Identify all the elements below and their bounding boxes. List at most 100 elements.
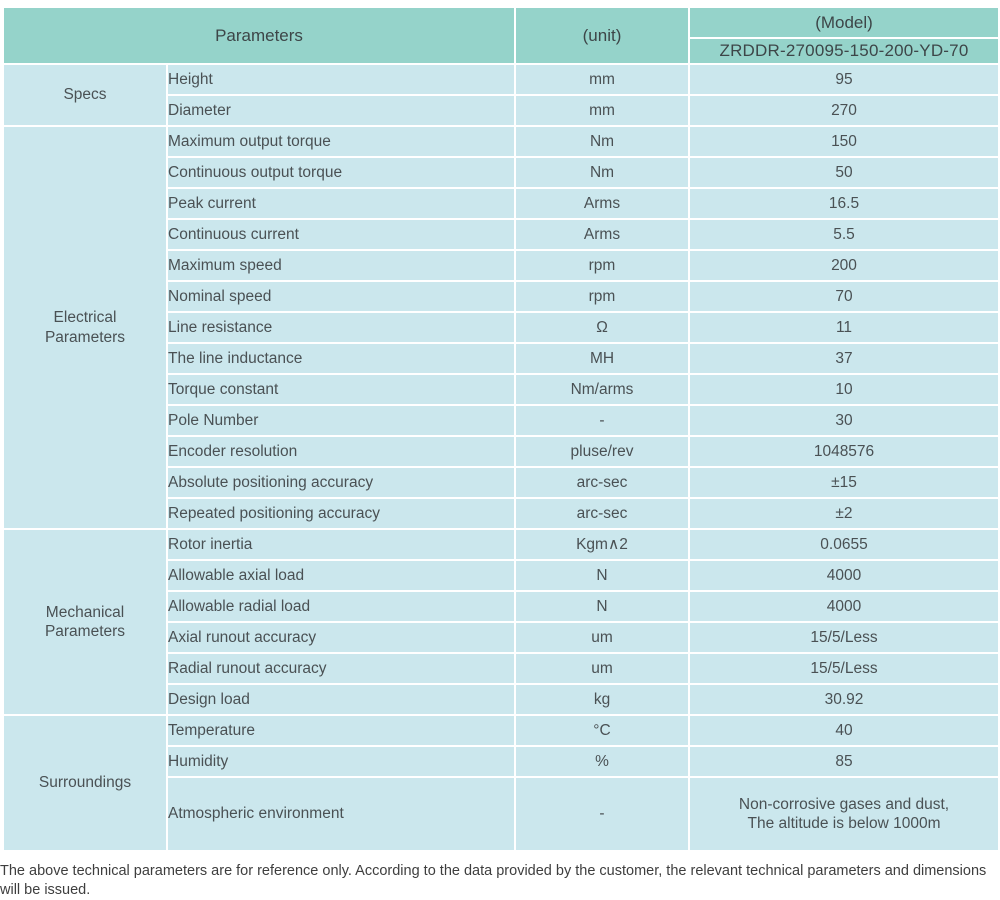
header-row-model: ZRDDR-270095-150-200-YD-70: [3, 37, 1000, 65]
cell-value: 5.5: [688, 218, 1000, 251]
section-label: Mechanical Parameters: [2, 528, 168, 716]
table-row: Continuous current Arms 5.5: [3, 218, 1000, 251]
cell-name: Pole Number: [166, 404, 516, 437]
cell-value: 16.5: [688, 187, 1000, 220]
model-header: (Model): [688, 6, 1000, 39]
cell-value: 270: [688, 94, 1000, 127]
cell-unit: arc-sec: [514, 466, 690, 499]
cell-unit: N: [514, 559, 690, 592]
table-row: Maximum speed rpm 200: [3, 249, 1000, 282]
table-row: Absolute positioning accuracy arc-sec ±15: [3, 466, 1000, 499]
model-number: ZRDDR-270095-150-200-YD-70: [688, 37, 1000, 65]
parameters-header: Parameters: [2, 6, 516, 65]
cell-name: Maximum speed: [166, 249, 516, 282]
table-row: Allowable axial load N 4000: [3, 559, 1000, 592]
table-row: Torque constant Nm/arms 10: [3, 373, 1000, 406]
cell-name: Torque constant: [166, 373, 516, 406]
header-row-top: Parameters (unit) (Model): [2, 6, 1000, 65]
cell-name: Repeated positioning accuracy: [166, 497, 516, 530]
cell-value: 15/5/Less: [688, 621, 1000, 654]
cell-unit: um: [514, 621, 690, 654]
cell-unit: Arms: [514, 187, 690, 220]
section-label: Specs: [2, 63, 168, 127]
section-label: Surroundings: [2, 714, 168, 852]
cell-value: 30: [688, 404, 1000, 437]
table-row: Repeated positioning accuracy arc-sec ±2: [3, 497, 1000, 530]
cell-unit: rpm: [514, 249, 690, 282]
table-row: Electrical Parameters Maximum output torq…: [2, 125, 1000, 530]
section-label: Electrical Parameters: [2, 125, 168, 530]
cell-value: 10: [688, 373, 1000, 406]
cell-name: Temperature: [166, 714, 516, 747]
table-row: Atmospheric environment - Non-corrosive ga…: [3, 776, 1000, 852]
cell-unit: Nm: [514, 125, 690, 158]
cell-unit: -: [514, 776, 690, 852]
cell-name: Height: [166, 63, 516, 96]
cell-value: 50: [688, 156, 1000, 189]
cell-name: Continuous current: [166, 218, 516, 251]
cell-name: Peak current: [166, 187, 516, 220]
cell-value: 200: [688, 249, 1000, 282]
table-row: Encoder resolution pluse/rev 1048576: [3, 435, 1000, 468]
cell-unit: mm: [514, 94, 690, 127]
cell-unit: N: [514, 590, 690, 623]
cell-name: Encoder resolution: [166, 435, 516, 468]
table-row: Design load kg 30.92: [3, 683, 1000, 716]
table-row: Nominal speed rpm 70: [3, 280, 1000, 313]
cell-value: 70: [688, 280, 1000, 313]
cell-name: Rotor inertia: [166, 528, 516, 561]
cell-name: Continuous output torque: [166, 156, 516, 189]
table-row: Line resistance Ω 11: [3, 311, 1000, 344]
cell-unit: mm: [514, 63, 690, 96]
cell-unit: -: [514, 404, 690, 437]
table-row: Axial runout accuracy um 15/5/Less: [3, 621, 1000, 654]
cell-value: 11: [688, 311, 1000, 344]
cell-name: Line resistance: [166, 311, 516, 344]
cell-name: Nominal speed: [166, 280, 516, 313]
cell-value: 37: [688, 342, 1000, 375]
table-row: Humidity% 85: [3, 745, 1000, 778]
cell-value: 4000: [688, 590, 1000, 623]
spec-table-body: Specs Height mm 95 Diameter mm 270 Electrical P…: [2, 63, 1000, 852]
page: Parameters (unit) (Model) ZRDDR-270095-1…: [2, 6, 1000, 852]
cell-value: 0.0655: [688, 528, 1000, 561]
cell-unit: Nm/arms: [514, 373, 690, 406]
cell-unit: Nm: [514, 156, 690, 189]
cell-unit: %: [514, 745, 690, 778]
table-row: The line inductance MH 37: [3, 342, 1000, 375]
table-row: Specs Height mm 95: [2, 63, 1000, 127]
cell-value: Non-corrosive gases and dust, The altitu…: [688, 776, 1000, 852]
cell-unit: Ω: [514, 311, 690, 344]
cell-unit: Arms: [514, 218, 690, 251]
spec-table: Parameters (unit) (Model) ZRDDR-270095-1…: [2, 6, 1000, 852]
cell-unit: pluse/rev: [514, 435, 690, 468]
cell-name: Axial runout accuracy: [166, 621, 516, 654]
cell-name: Absolute positioning accuracy: [166, 466, 516, 499]
cell-value: 85: [688, 745, 1000, 778]
cell-name: Humidity: [166, 745, 516, 778]
cell-value: 95: [688, 63, 1000, 96]
table-header: Parameters (unit) (Model) ZRDDR-270095-1…: [2, 6, 1000, 65]
cell-value: 1048576: [688, 435, 1000, 468]
table-row: Allowable radial load N 4000: [3, 590, 1000, 623]
cell-name: Allowable radial load: [166, 590, 516, 623]
footer-note: The above technical parameters are for r…: [0, 863, 987, 898]
cell-unit: MH: [514, 342, 690, 375]
cell-value: 150: [688, 125, 1000, 158]
cell-name: Diameter: [166, 94, 516, 127]
table-row: Mechanical Parameters Rotor inertia Kgm∧2 0…: [2, 528, 1000, 716]
cell-value: ±2: [688, 497, 1000, 530]
cell-value: 15/5/Less: [688, 652, 1000, 685]
cell-value: ±15: [688, 466, 1000, 499]
table-row: Diameter mm 270: [3, 94, 1000, 127]
table-row: Radial runout accuracy um 15/5/Less: [3, 652, 1000, 685]
cell-name: Atmospheric environment: [166, 776, 516, 852]
cell-name: Maximum output torque: [166, 125, 516, 158]
table-row: Surroundings Temperature °C 40: [2, 714, 1000, 852]
cell-value: 4000: [688, 559, 1000, 592]
cell-value: 40: [688, 714, 1000, 747]
cell-unit: Kgm∧2: [514, 528, 690, 561]
table-row: Pole Number -30: [3, 404, 1000, 437]
cell-name: Allowable axial load: [166, 559, 516, 592]
cell-name: The line inductance: [166, 342, 516, 375]
